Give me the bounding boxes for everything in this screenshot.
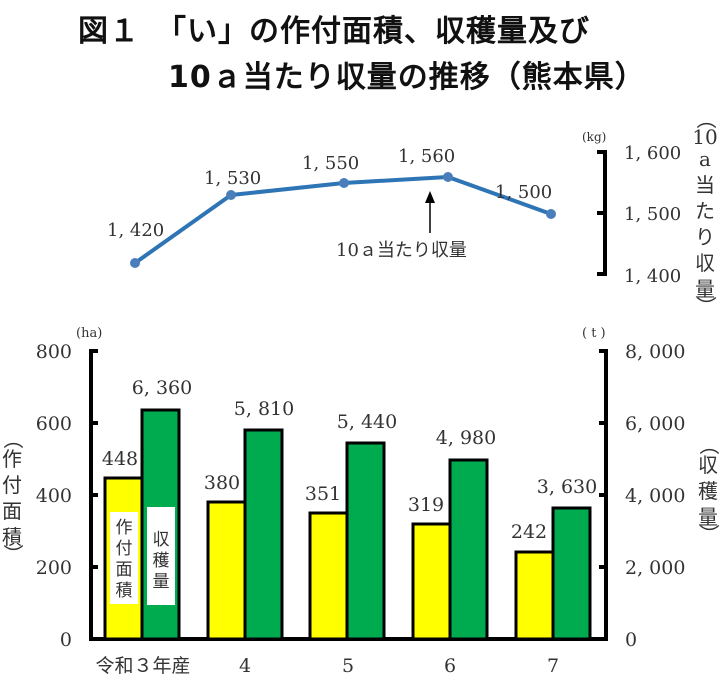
yield-axis-label: （ 10 a 当 た り 収 量 ） [692, 109, 718, 316]
svg-text:（: （ [694, 109, 718, 129]
svg-text:作: 作 [116, 518, 133, 538]
line-chart: 1, 420 1, 530 1, 550 1, 560 1, 500 10ａ当た… [107, 109, 718, 316]
svg-text:穫: 穫 [698, 479, 718, 503]
area-bar [514, 550, 555, 641]
svg-text:付: 付 [116, 539, 133, 559]
area-value-label: 380 [204, 472, 240, 494]
svg-text:）: ） [694, 296, 718, 316]
svg-text:付: 付 [2, 473, 22, 497]
harvest-bar [448, 458, 489, 641]
area-value-label: 319 [408, 494, 444, 516]
svg-text:収: 収 [153, 530, 170, 550]
harvest-value-label: 5, 440 [337, 411, 397, 433]
right-axis-label: （ 収 穫 量 ） [697, 435, 721, 544]
area-value-label: 242 [511, 521, 547, 543]
harvest-value-label: 3, 630 [537, 476, 597, 498]
left-axis [89, 349, 98, 641]
area-bar [206, 500, 247, 641]
area-bar [308, 511, 349, 641]
category-label: 7 [547, 655, 559, 677]
arrow-head-icon [425, 191, 435, 203]
svg-text:10: 10 [692, 125, 717, 149]
area-bar [411, 522, 452, 641]
svg-text:量: 量 [153, 572, 170, 592]
bar-chart: (ha) ( t ) 800 600 400 200 0 8, 000 6, 0… [1, 326, 721, 677]
harvest-bar [345, 441, 386, 641]
harvest-bar [551, 506, 592, 641]
left-axis-label: （ 作 付 面 積 ） [1, 429, 25, 564]
legend-harvest-box [147, 507, 175, 605]
legend-area-box [110, 512, 138, 604]
area-value-label: 351 [305, 483, 341, 505]
category-label: 6 [444, 655, 456, 677]
svg-text:面: 面 [2, 499, 22, 523]
right-tick: 2, 000 [625, 557, 685, 579]
chart-title-line2: 10ａ当たり収量の推移（熊本県） [168, 60, 646, 95]
left-tick: 200 [36, 557, 72, 579]
yield-unit: (kg) [582, 130, 606, 144]
svg-text:作: 作 [2, 447, 22, 471]
svg-text:量: 量 [698, 505, 718, 529]
svg-text:積: 積 [2, 525, 22, 549]
right-unit: ( t ) [582, 326, 606, 341]
right-tick: 0 [625, 629, 637, 651]
harvest-bar [243, 428, 284, 641]
yield-tick: 1, 500 [624, 204, 681, 225]
yield-point [130, 258, 140, 268]
yield-tick: 1, 400 [624, 266, 681, 287]
harvest-value-label: 5, 810 [234, 398, 294, 420]
yield-label: 1, 500 [495, 182, 552, 203]
category-label: 4 [239, 655, 251, 677]
svg-text:積: 積 [116, 581, 133, 601]
svg-text:量: 量 [695, 277, 715, 301]
left-tick: 800 [36, 341, 72, 363]
left-unit: (ha) [76, 326, 102, 341]
svg-text:穫: 穫 [153, 551, 170, 571]
yield-axis [597, 150, 607, 276]
right-tick: 4, 000 [625, 485, 685, 507]
svg-text:（: （ [697, 435, 721, 455]
area-value-label: 448 [102, 448, 138, 470]
category-label: 5 [342, 655, 354, 677]
harvest-value-label: 6, 360 [132, 377, 192, 399]
left-tick: 0 [60, 629, 72, 651]
svg-text:a: a [699, 147, 711, 171]
svg-text:）: ） [697, 524, 721, 544]
left-tick: 400 [36, 485, 72, 507]
legend-area-label: 作 付 面 積 [116, 518, 133, 601]
yield-label: 1, 530 [204, 168, 261, 189]
svg-text:収: 収 [698, 453, 718, 477]
yield-point [443, 172, 453, 182]
right-tick: 6, 000 [625, 413, 685, 435]
right-axis [599, 349, 608, 639]
svg-text:収: 収 [695, 251, 715, 275]
yield-label: 1, 550 [302, 153, 359, 174]
chart-title-line1: 図１ 「い」の作付面積、収穫量及び [78, 14, 590, 49]
yield-point [226, 190, 236, 200]
svg-text:（: （ [1, 429, 25, 449]
svg-text:り: り [695, 225, 715, 249]
yield-tick: 1, 600 [624, 143, 681, 164]
yield-label: 1, 420 [107, 220, 164, 241]
svg-text:面: 面 [116, 560, 133, 580]
yield-point [546, 209, 556, 219]
svg-text:）: ） [1, 544, 25, 564]
svg-text:た: た [695, 199, 715, 223]
left-tick: 600 [36, 413, 72, 435]
svg-text:当: 当 [695, 173, 715, 197]
yield-point [339, 178, 349, 188]
right-tick: 8, 000 [625, 341, 685, 363]
category-label: 令和３年産 [95, 655, 190, 677]
harvest-value-label: 4, 980 [436, 427, 496, 449]
yield-annotation: 10ａ当たり収量 [336, 240, 467, 261]
legend-harvest-label: 収 穫 量 [153, 530, 170, 592]
yield-label: 1, 560 [398, 146, 455, 167]
